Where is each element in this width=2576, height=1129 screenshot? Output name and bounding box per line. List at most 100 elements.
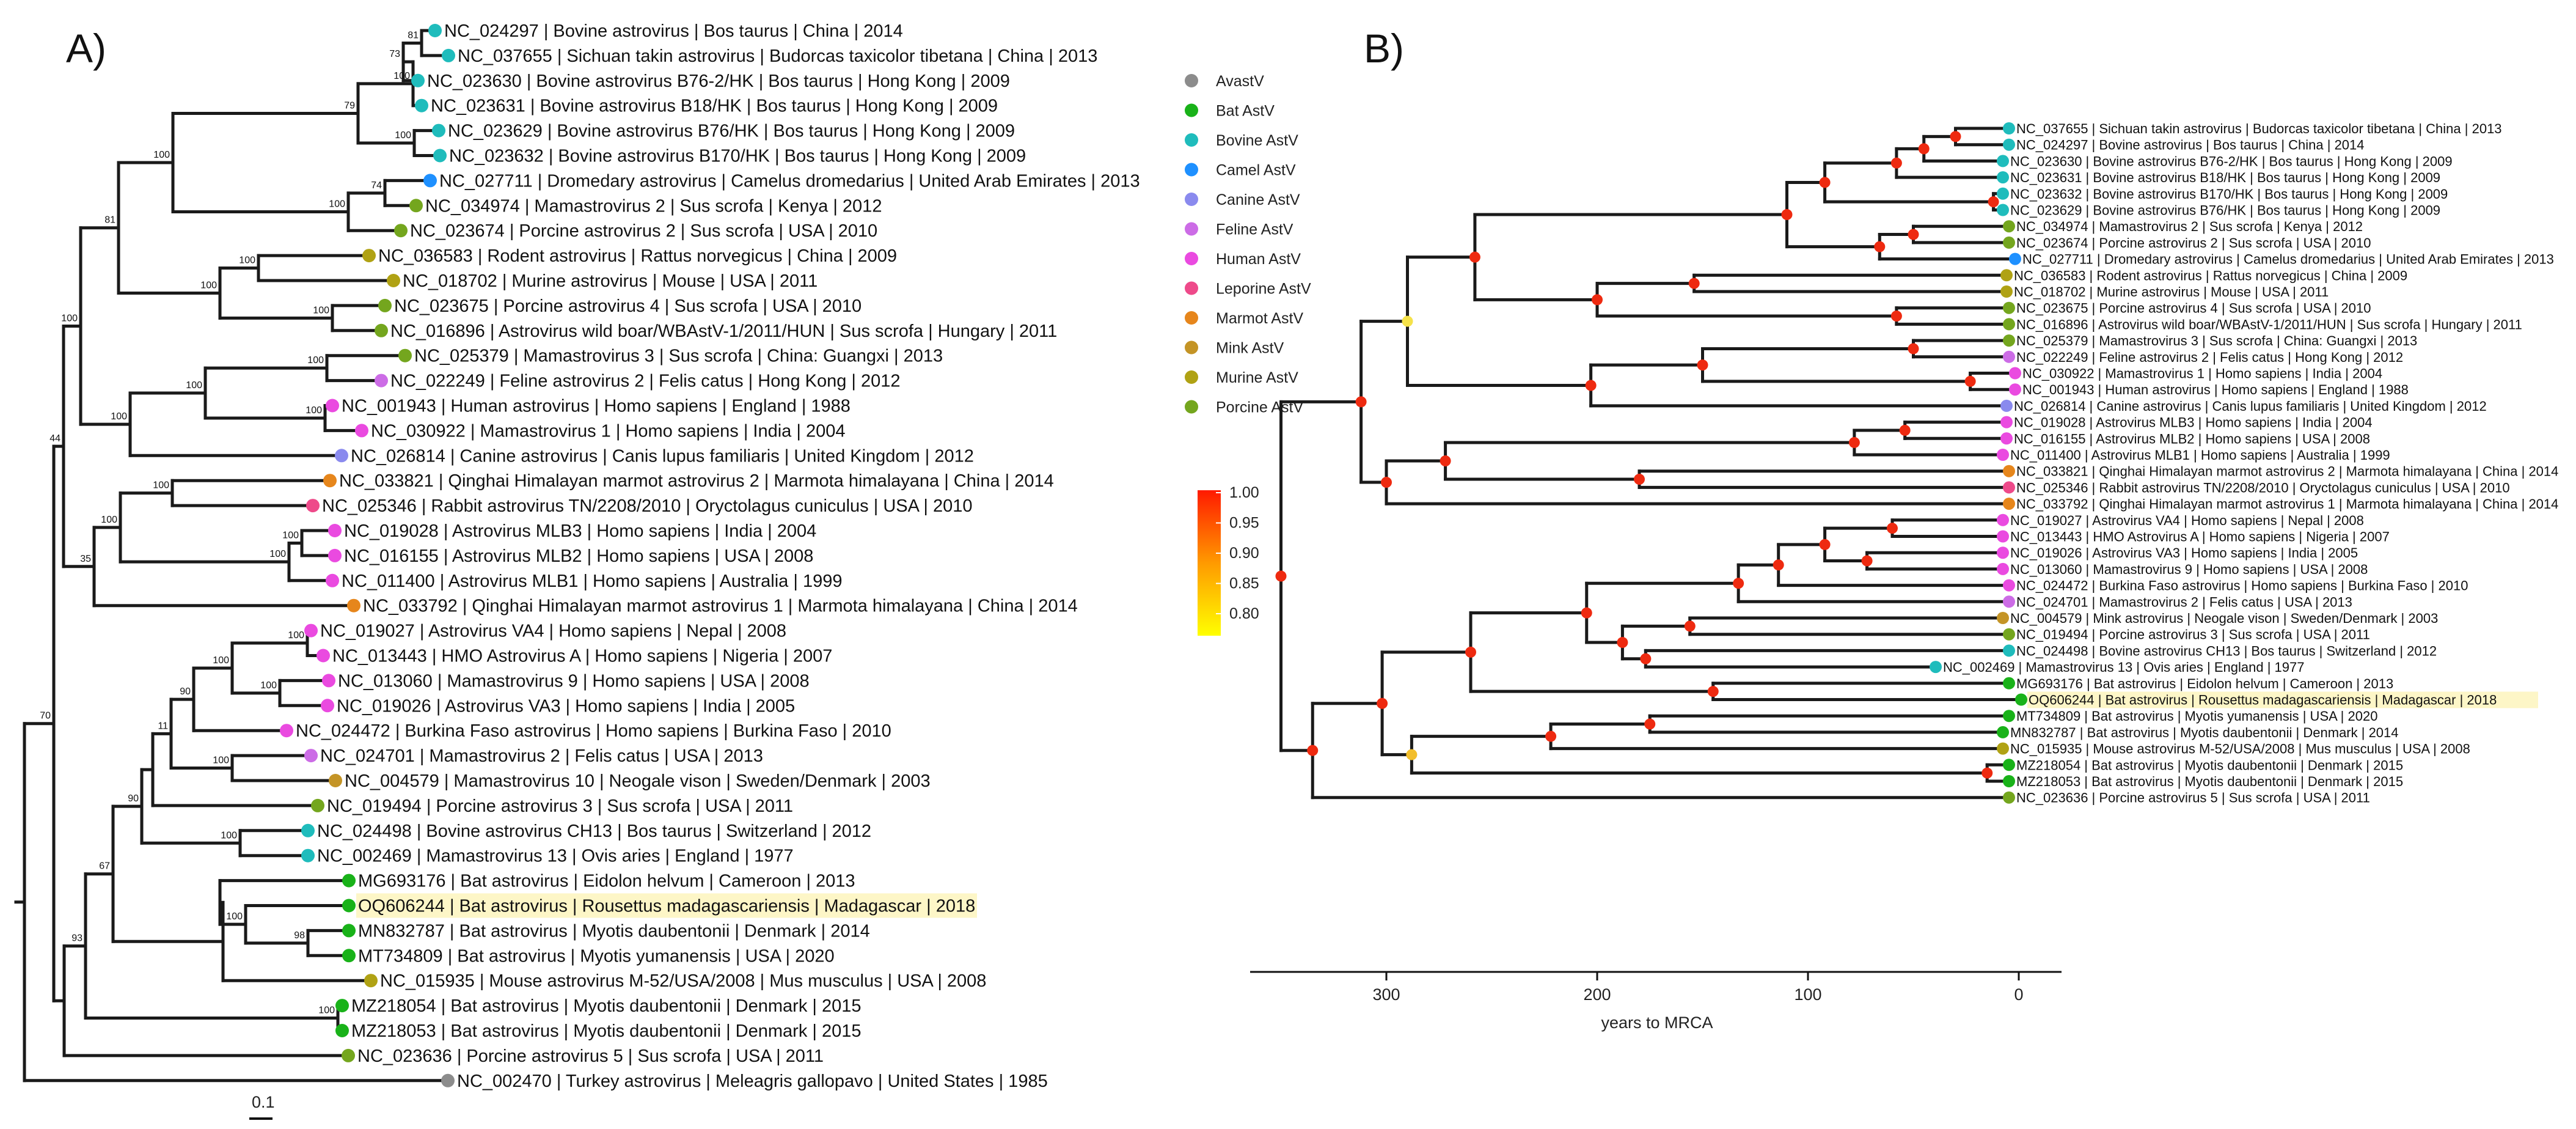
tip-label: NC_015935 | Mouse astrovirus M-52/USA/20…	[380, 971, 986, 991]
tip-marker	[328, 548, 342, 562]
tip-marker	[2003, 236, 2015, 249]
node-posterior-dot	[1874, 241, 1886, 252]
node-posterior-dot	[1684, 620, 1696, 632]
legend-label: Murine AstV	[1216, 369, 1298, 386]
tip-label: MZ218053 | Bat astrovirus | Myotis daube…	[2016, 774, 2403, 789]
tip-marker	[2000, 432, 2013, 445]
node-posterior-dot	[1406, 749, 1418, 760]
node-posterior-dot	[1887, 523, 1898, 534]
tip-marker	[1997, 612, 2009, 624]
tip-marker	[301, 848, 315, 862]
axis-tick-label: 0	[2014, 985, 2023, 1004]
tip-label: NC_019028 | Astrovirus MLB3 | Homo sapie…	[344, 521, 816, 541]
legend-label: Bat AstV	[1216, 103, 1275, 120]
node-posterior-dot	[1908, 343, 1919, 355]
tip-marker	[304, 623, 318, 638]
node-posterior-dot	[1707, 686, 1719, 697]
tip-label: NC_033821 | Qinghai Himalayan marmot ast…	[2016, 464, 2558, 479]
tree-a-tips: NC_024297 | Bovine astrovirus | Bos taur…	[280, 21, 1140, 1091]
tip-label: NC_024498 | Bovine astrovirus CH13 | Bos…	[317, 822, 871, 841]
bootstrap-value: 100	[153, 150, 170, 160]
tip-marker	[442, 48, 455, 62]
legend-label: Marmot AstV	[1216, 310, 1303, 327]
node-posterior-dot	[1697, 359, 1708, 371]
node-posterior-dot	[1581, 607, 1592, 619]
bootstrap-value: 100	[226, 911, 243, 922]
tip-label: NC_016896 | Astrovirus wild boar/WBAstV-…	[390, 322, 1057, 341]
tip-label: NC_034974 | Mamastrovirus 2 | Sus scrofa…	[425, 196, 882, 216]
tip-label: NC_026814 | Canine astrovirus | Canis lu…	[351, 446, 974, 466]
bootstrap-value: 100	[101, 515, 117, 525]
tip-label: MN832787 | Bat astrovirus | Myotis daube…	[358, 921, 870, 941]
tip-marker	[2003, 350, 2015, 363]
bootstrap-value: 100	[288, 630, 304, 641]
legend-swatch	[1185, 370, 1198, 384]
colorbar-tick-label: 0.80	[1229, 605, 1259, 622]
legend-swatch	[1185, 281, 1198, 295]
tip-label: NC_011400 | Astrovirus MLB1 | Homo sapie…	[2010, 447, 2390, 463]
panel-b-label: B)	[1364, 26, 1404, 71]
tip-marker	[342, 899, 356, 913]
bootstrap-value: 70	[40, 711, 51, 721]
legend-swatch	[1185, 74, 1198, 87]
tip-marker	[1930, 661, 1942, 674]
tip-label: NC_023632 | Bovine astrovirus B170/HK | …	[2010, 186, 2448, 202]
tip-label: NC_024701 | Mamastrovirus 2 | Felis catu…	[320, 746, 763, 766]
node-posterior-dot	[1592, 294, 1603, 306]
node-posterior-dot	[1890, 157, 1902, 169]
tip-label: NC_025346 | Rabbit astrovirus TN/2208/20…	[322, 496, 973, 516]
tip-marker	[342, 1048, 355, 1062]
tip-label: NC_023629 | Bovine astrovirus B76/HK | B…	[2010, 203, 2440, 218]
tip-marker	[1997, 204, 2009, 216]
tip-marker	[2003, 628, 2015, 641]
tip-marker	[2003, 710, 2015, 723]
tip-marker	[280, 724, 293, 738]
tip-label: MZ218054 | Bat astrovirus | Myotis daube…	[351, 996, 862, 1016]
tip-label: NC_024472 | Burkina Faso astrovirus | Ho…	[2016, 578, 2468, 594]
tip-marker	[1997, 562, 2009, 575]
bootstrap-value: 100	[306, 405, 322, 416]
node-posterior-dot	[1440, 455, 1451, 467]
tip-label: NC_027711 | Dromedary astrovirus | Camel…	[2022, 252, 2554, 267]
bootstrap-value: 90	[180, 686, 191, 697]
tip-marker	[342, 924, 356, 938]
bootstrap-value: 100	[260, 680, 277, 691]
tip-label: NC_004579 | Mamastrovirus 10 | Neogale v…	[345, 771, 931, 791]
legend-swatch	[1185, 193, 1198, 206]
tip-marker	[326, 573, 339, 587]
tip-marker	[394, 224, 408, 238]
tip-label: NC_023631 | Bovine astrovirus B18/HK | B…	[2010, 170, 2440, 185]
tip-label: MN832787 | Bat astrovirus | Myotis daube…	[2010, 725, 2399, 740]
bootstrap-value: 73	[389, 49, 400, 59]
scale-bar-label: 0.1	[252, 1093, 275, 1111]
tip-label: NC_016896 | Astrovirus wild boar/WBAstV-…	[2016, 317, 2522, 332]
tip-marker	[378, 298, 392, 312]
tip-label: MG693176 | Bat astrovirus | Eidolon helv…	[2016, 676, 2393, 691]
node-posterior-dot	[1275, 570, 1287, 582]
tip-marker	[2003, 595, 2015, 608]
node-posterior-dot	[1617, 637, 1628, 649]
colorbar-tick-label: 1.00	[1229, 484, 1259, 501]
node-posterior-dot	[1469, 251, 1480, 263]
tree-a-highlight-layer	[356, 893, 977, 918]
legend-label: Canine AstV	[1216, 191, 1300, 208]
node-posterior-dot	[1861, 555, 1873, 567]
time-axis: 300 200 100 0 years to MRCA	[1250, 971, 2062, 1032]
axis-tick-label: 300	[1372, 985, 1400, 1004]
colorbar-tick-label: 0.85	[1229, 575, 1259, 592]
tip-marker	[2000, 399, 2013, 412]
tip-label: NC_013443 | HMO Astrovirus A | Homo sapi…	[2010, 529, 2390, 545]
tree-a-bootstrap-values: 81 73 100 79 100 74 100 100 100 100 100 100 100 100 10…	[40, 30, 419, 1015]
node-posterior-dot	[1981, 767, 1993, 779]
node-posterior-dot	[1634, 474, 1645, 485]
tip-label: NC_024498 | Bovine astrovirus CH13 | Bos…	[2016, 643, 2437, 658]
legend-swatch	[1185, 103, 1198, 117]
tip-label: NC_019494 | Porcine astrovirus 3 | Sus s…	[2016, 627, 2370, 642]
tip-marker	[311, 798, 324, 812]
tip-label: NC_030922 | Mamastrovirus 1 | Homo sapie…	[371, 421, 845, 441]
tip-label: NC_023631 | Bovine astrovirus B18/HK | B…	[431, 97, 998, 116]
highlight-band	[2027, 691, 2538, 708]
node-posterior-dot	[1377, 697, 1388, 709]
tip-marker	[2003, 122, 2015, 134]
node-posterior-dot	[1688, 278, 1700, 289]
